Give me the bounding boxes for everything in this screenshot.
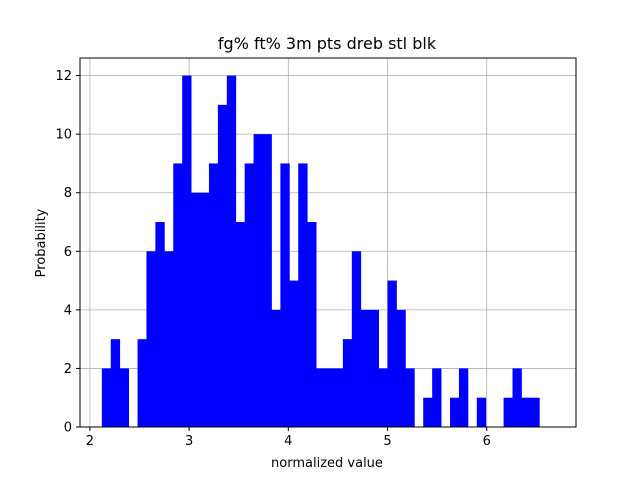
histogram-bar: [512, 368, 522, 427]
histogram-bar: [432, 368, 442, 427]
histogram-bar: [271, 309, 281, 427]
histogram-bar: [333, 368, 344, 427]
histogram-bar: [280, 163, 290, 427]
histogram-bar: [387, 280, 397, 427]
x-axis-label: normalized value: [271, 456, 383, 471]
histogram-bar: [289, 280, 299, 427]
plot-frame: [79, 57, 577, 428]
histogram-bar: [155, 222, 165, 427]
y-tick-label: 4: [64, 303, 72, 318]
histogram-bar: [503, 397, 513, 427]
y-tick-label: 6: [64, 245, 72, 260]
histogram-bar: [369, 309, 379, 427]
histogram-bar: [200, 192, 210, 427]
histogram-bar: [450, 397, 460, 427]
y-tick-label: 2: [64, 362, 72, 377]
histogram-bar: [244, 163, 254, 427]
x-tick-label: 6: [483, 434, 491, 449]
x-tick-label: 4: [284, 434, 292, 449]
x-tick-label: 3: [185, 434, 193, 449]
histogram-bar: [110, 339, 121, 427]
histogram-bar: [119, 368, 130, 427]
histogram-bar: [360, 309, 371, 427]
histogram-bar: [423, 397, 433, 427]
histogram-bar: [476, 397, 487, 427]
histogram-bar: [191, 192, 201, 427]
histogram-bar: [101, 368, 112, 427]
histogram-bar: [137, 339, 147, 427]
histogram-bar: [208, 163, 219, 427]
histogram-bar: [146, 251, 156, 427]
x-tick-label: 2: [86, 434, 94, 449]
histogram-bar: [226, 75, 237, 428]
y-tick-label: 0: [64, 421, 72, 436]
histogram-bar: [530, 397, 540, 427]
histogram-bar: [262, 134, 272, 427]
histogram-bar: [316, 368, 326, 427]
axes: [79, 57, 577, 428]
histogram-bar: [342, 339, 353, 427]
histogram-bar: [458, 368, 469, 427]
histogram-bar: [173, 163, 183, 427]
histogram-bar: [182, 75, 192, 428]
histogram-bar: [164, 251, 174, 427]
histogram-bar: [253, 134, 263, 427]
histogram-bar: [405, 368, 415, 427]
histogram-bar: [298, 163, 308, 427]
histogram-bar: [307, 222, 317, 427]
chart-title: fg% ft% 3m pts dreb stl blk: [218, 34, 437, 53]
histogram-bar: [378, 368, 388, 427]
histogram-bar: [521, 397, 531, 427]
y-tick-label: 8: [64, 186, 72, 201]
histogram-bar: [325, 368, 335, 427]
histogram-bar: [235, 222, 246, 427]
histogram-bar: [217, 104, 228, 427]
y-axis-label: Probability: [34, 208, 49, 277]
y-tick-label: 12: [55, 69, 72, 84]
histogram-bar: [396, 309, 406, 427]
bars: [101, 75, 540, 428]
x-tick-label: 5: [383, 434, 391, 449]
histogram-bar: [351, 251, 362, 427]
y-tick-label: 10: [55, 128, 72, 143]
